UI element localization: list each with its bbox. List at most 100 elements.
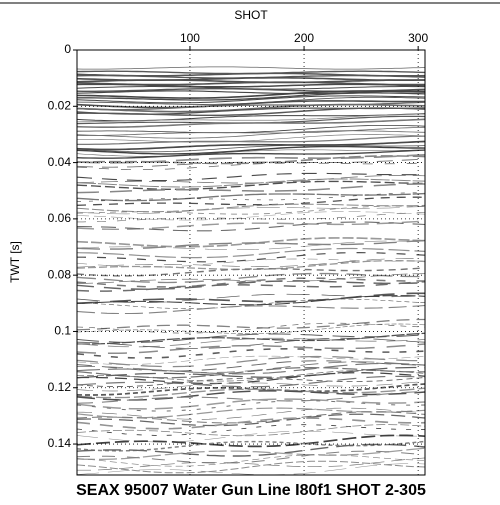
- reflector: [76, 149, 426, 157]
- reflector: [76, 360, 426, 372]
- reflector: [76, 107, 426, 117]
- reflector: [76, 337, 426, 348]
- reflector: [77, 92, 426, 101]
- reflector: [76, 298, 426, 309]
- reflector: [76, 100, 425, 109]
- y-tick-label: 0.02: [48, 98, 72, 112]
- reflector: [76, 292, 425, 305]
- reflector: [76, 362, 426, 375]
- reflector: [76, 113, 425, 123]
- reflector: [76, 126, 426, 136]
- reflector: [76, 355, 426, 365]
- reflector: [76, 118, 426, 128]
- reflector: [76, 66, 426, 70]
- reflector: [76, 322, 426, 334]
- seismic-texture: [76, 66, 426, 476]
- reflector: [76, 343, 426, 355]
- reflector: [76, 333, 426, 343]
- reflector: [76, 366, 426, 379]
- reflector: [76, 196, 426, 206]
- reflector: [76, 387, 426, 399]
- reflector: [76, 411, 426, 424]
- chart-title: SEAX 95007 Water Gun Line I80f1 SHOT 2-3…: [76, 482, 426, 499]
- reflector: [76, 450, 426, 464]
- reflector: [76, 375, 426, 388]
- reflector: [76, 355, 426, 368]
- reflector: [76, 258, 426, 268]
- reflector: [76, 407, 426, 420]
- plot-frame: [76, 49, 426, 476]
- y-axis-label: TWT [s]: [8, 241, 22, 283]
- reflector: [76, 304, 426, 315]
- reflector: [76, 260, 426, 271]
- y-tick-label: 0.08: [48, 267, 72, 281]
- y-tick-label: 0.12: [48, 380, 72, 394]
- reflector: [76, 273, 426, 284]
- reflector: [76, 130, 426, 139]
- reflector: [76, 237, 426, 248]
- reflector: [76, 145, 426, 155]
- reflector: [76, 247, 426, 259]
- reflector: [76, 153, 426, 164]
- reflector: [76, 162, 426, 170]
- reflector: [76, 149, 426, 159]
- reflector: [76, 178, 426, 188]
- reflector: [77, 134, 426, 143]
- reflector: [76, 267, 426, 277]
- reflector: [76, 337, 426, 349]
- y-tick-label: 0: [64, 42, 71, 56]
- x-tick-label: 100: [180, 31, 200, 45]
- reflector: [76, 463, 426, 476]
- reflector: [76, 203, 426, 213]
- reflector: [76, 383, 426, 396]
- reflector: [76, 391, 426, 404]
- y-tick-label: 0.06: [48, 211, 72, 225]
- x-tick-label: 300: [408, 31, 428, 45]
- reflector: [76, 158, 426, 168]
- y-tick-label: 0.14: [48, 436, 72, 450]
- reflector: [76, 280, 426, 290]
- x-axis-label: SHOT: [234, 8, 268, 22]
- reflector: [76, 183, 425, 194]
- x-tick-label: 200: [294, 31, 314, 45]
- reflector: [77, 221, 426, 232]
- reflector: [76, 348, 426, 359]
- reflector: [76, 398, 426, 410]
- reflector: [76, 240, 426, 251]
- reflector: [76, 370, 426, 382]
- reflector: [76, 140, 426, 151]
- reflector: [76, 295, 426, 306]
- reflector: [76, 454, 426, 467]
- reflector: [76, 417, 426, 430]
- reflector: [76, 424, 426, 437]
- reflector: [76, 381, 426, 392]
- reflector: [76, 125, 426, 134]
- reflector: [76, 172, 426, 182]
- reflector: [76, 90, 425, 95]
- reflector: [76, 318, 425, 331]
- reflector: [76, 220, 426, 231]
- reflector: [76, 175, 426, 184]
- reflector: [76, 192, 425, 202]
- reflector: [76, 180, 426, 190]
- reflector: [76, 377, 426, 388]
- reflector: [76, 434, 426, 448]
- reflector: [76, 95, 426, 104]
- reflector: [76, 323, 426, 334]
- reflector: [76, 413, 426, 427]
- reflector: [76, 155, 426, 165]
- reflector: [76, 103, 426, 113]
- reflector: [77, 135, 426, 146]
- reflector: [76, 239, 426, 250]
- reflector: [76, 205, 426, 215]
- reflector: [76, 90, 426, 99]
- reflector: [76, 83, 426, 88]
- reflector: [76, 205, 426, 215]
- reflector: [76, 211, 426, 221]
- reflector: [76, 430, 426, 443]
- reflector: [76, 407, 426, 419]
- reflector: [76, 443, 426, 457]
- reflector: [76, 272, 425, 284]
